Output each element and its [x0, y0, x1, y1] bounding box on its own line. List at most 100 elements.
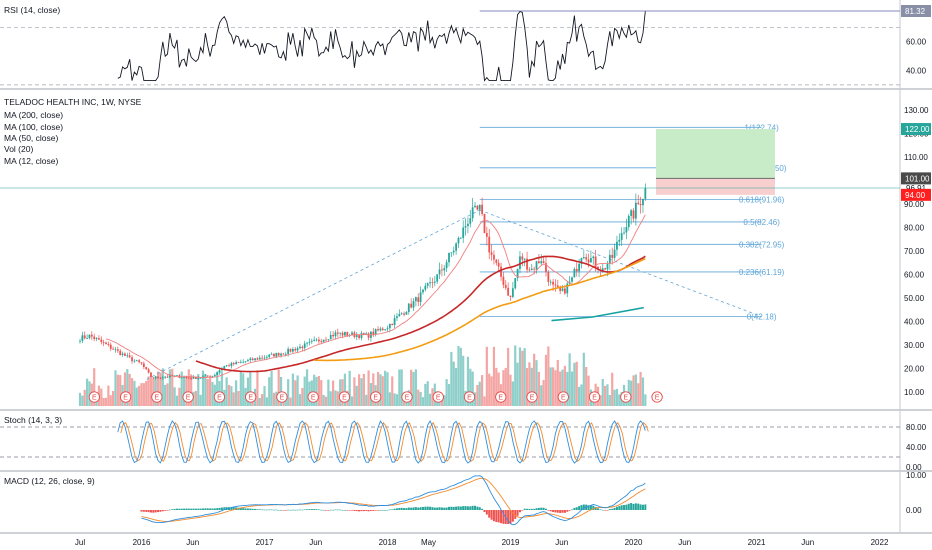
volume-bar	[514, 345, 517, 406]
earnings-marker-label: E	[373, 395, 378, 402]
volume-bar	[632, 375, 635, 406]
volume-bar	[549, 367, 552, 406]
candle-body	[502, 276, 505, 285]
candle-body	[488, 236, 491, 253]
candle-body	[114, 349, 117, 351]
candle-body	[306, 342, 308, 344]
volume-bar	[334, 390, 337, 406]
candle-body	[585, 257, 588, 260]
candle-body	[495, 259, 498, 263]
candle-body	[138, 360, 141, 363]
macd-histogram-bar	[220, 507, 223, 510]
price-axis-tick-label: 30.00	[904, 341, 925, 350]
time-axis-tick-label: Jun	[801, 538, 814, 547]
earnings-marker-label: E	[155, 395, 160, 402]
volume-bar	[199, 394, 202, 406]
macd-histogram-bar	[270, 509, 273, 511]
candle-body	[362, 333, 365, 335]
macd-histogram-bar	[343, 509, 346, 511]
price-axis-tick-label: 40.00	[904, 318, 925, 327]
macd-histogram-bar	[374, 510, 377, 511]
macd-histogram-bar	[197, 508, 200, 510]
macd-histogram-bar	[502, 510, 505, 524]
macd-histogram-bar	[552, 510, 555, 513]
volume-bar	[317, 375, 321, 406]
volume-bar	[388, 392, 391, 406]
macd-histogram-bar	[421, 506, 424, 510]
macd-histogram-bar	[303, 509, 306, 511]
volume-bar	[414, 369, 417, 406]
volume-bar	[220, 371, 224, 406]
macd-histogram-bar	[488, 510, 491, 518]
macd-histogram-bar	[306, 509, 309, 510]
macd-histogram-bar	[400, 507, 403, 510]
candle-body	[554, 284, 557, 286]
candle-body	[247, 360, 249, 362]
macd-histogram-bar	[571, 509, 573, 511]
earnings-marker-label: E	[655, 395, 660, 402]
volume-bar	[580, 384, 583, 406]
macd-histogram-bar	[606, 510, 609, 511]
volume-bar	[185, 375, 188, 406]
candle-body	[398, 314, 401, 317]
candle-body	[195, 376, 197, 379]
volume-bar	[459, 347, 462, 406]
macd-histogram-bar	[443, 507, 446, 510]
macd-histogram-bar	[355, 510, 358, 512]
volume-bar	[263, 386, 266, 406]
volume-bar	[353, 377, 356, 406]
macd-histogram-bar	[353, 510, 356, 511]
candle-body	[164, 376, 167, 378]
volume-bar	[246, 377, 250, 406]
macd-axis-tick-label: 10.00	[906, 471, 927, 480]
candle-body	[239, 361, 242, 363]
volume-bar	[395, 394, 399, 406]
volume-bar	[194, 390, 198, 406]
volume-bar	[239, 371, 242, 406]
candle-body	[414, 297, 417, 302]
volume-bar	[431, 388, 434, 406]
candle-body	[284, 353, 287, 355]
volume-bar	[81, 395, 84, 406]
price-tag	[901, 188, 931, 201]
candle-body	[533, 268, 536, 270]
candle-body	[180, 377, 183, 379]
volume-bar	[149, 378, 153, 406]
candle-body	[530, 268, 533, 270]
candle-body	[632, 210, 635, 219]
volume-bar	[521, 350, 524, 406]
candle-body	[431, 282, 434, 284]
ma100-line	[314, 257, 646, 362]
macd-histogram-bar	[469, 506, 472, 510]
volume-bar	[452, 361, 455, 406]
macd-histogram-bar	[424, 506, 427, 510]
volume-bar	[542, 379, 545, 406]
macd-histogram-bar	[403, 508, 406, 510]
candle-body	[275, 352, 278, 357]
price-axis-tick-label: 110.00	[904, 153, 928, 162]
candle-body	[575, 268, 578, 272]
macd-histogram-bar	[185, 508, 188, 510]
rsi-axis-tick-label: 60.00	[906, 38, 927, 47]
candle-body	[291, 348, 294, 352]
macd-histogram-bar	[213, 508, 216, 510]
candle-body	[559, 287, 562, 291]
ma50-legend: MA (50, close)	[4, 133, 58, 143]
volume-bar	[206, 378, 209, 406]
candle-body	[140, 362, 143, 364]
macd-histogram-bar	[294, 509, 297, 511]
macd-histogram-bar	[587, 505, 590, 510]
volume-bar	[339, 379, 342, 406]
volume-bar	[249, 371, 252, 406]
candle-body	[223, 366, 226, 369]
macd-histogram-bar	[452, 506, 455, 510]
macd-histogram-bar	[145, 510, 148, 512]
macd-histogram-bar	[258, 509, 261, 510]
volume-bar	[604, 385, 607, 406]
macd-histogram-bar	[263, 509, 266, 511]
candle-body	[459, 237, 462, 239]
volume-bar	[147, 376, 150, 406]
candle-body	[280, 353, 282, 356]
macd-histogram-bar	[204, 508, 207, 510]
earnings-marker-label: E	[623, 395, 628, 402]
